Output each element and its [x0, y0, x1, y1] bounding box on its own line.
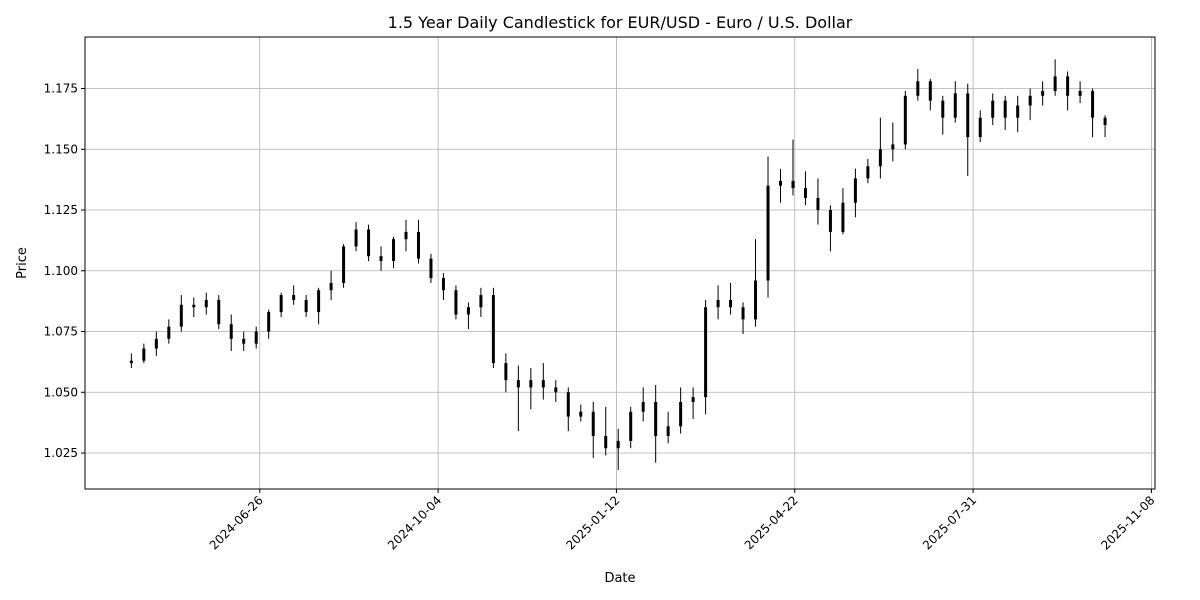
candle-body: [828, 210, 832, 232]
y-tick-label: 1.025: [44, 446, 78, 460]
y-tick-label: 1.050: [44, 385, 78, 399]
candle-body: [367, 229, 371, 257]
x-tick-label: 2025-01-12: [563, 493, 622, 552]
candle-body: [978, 117, 982, 138]
candle-body: [142, 348, 146, 361]
candle-body: [953, 93, 957, 118]
candle-body: [704, 307, 708, 398]
candle-body: [292, 295, 296, 300]
candle-body: [754, 280, 758, 320]
candle-body: [941, 100, 945, 118]
candle-body: [1028, 95, 1032, 106]
candle-body: [654, 402, 658, 437]
candle-body: [716, 299, 720, 308]
x-tick-label: 2025-11-08: [1098, 493, 1157, 552]
candle-body: [691, 397, 695, 403]
x-tick-label: 2024-06-26: [207, 493, 266, 552]
candle-body: [566, 392, 570, 417]
candle-body: [591, 411, 595, 437]
y-tick-label: 1.175: [44, 82, 78, 96]
candle-body: [866, 166, 870, 179]
candle-body: [217, 299, 221, 325]
candle-body: [454, 290, 458, 315]
candle-body: [1103, 117, 1107, 125]
candle-body: [242, 338, 246, 344]
candle-body: [966, 93, 970, 138]
candle-body: [529, 380, 533, 388]
candle-body: [729, 299, 733, 308]
candle-body: [766, 185, 770, 281]
candle-body: [1053, 76, 1057, 91]
y-tick-label: 1.075: [44, 325, 78, 339]
candle-body: [679, 402, 683, 427]
candle-body: [154, 338, 158, 349]
candle-body: [267, 312, 271, 332]
candle-body: [254, 331, 258, 344]
candle-body: [491, 295, 495, 364]
candle-body: [641, 402, 645, 412]
plot-frame: [84, 36, 1156, 490]
candle-body: [167, 326, 171, 339]
x-axis-label: Date: [604, 571, 635, 586]
candle-body: [179, 304, 183, 327]
x-tick-label: 2024-10-04: [385, 493, 444, 552]
candle-body: [192, 304, 196, 308]
candle-body: [1003, 100, 1007, 118]
candle-body: [541, 380, 545, 388]
candle-body: [616, 440, 620, 449]
candle-body: [878, 149, 882, 167]
candle-body: [916, 81, 920, 96]
candle-body: [129, 360, 133, 364]
candle-body: [392, 239, 396, 262]
candle-body: [554, 387, 558, 393]
candle-body: [504, 363, 508, 381]
candle-body: [841, 202, 845, 232]
candle-body: [379, 256, 383, 262]
candle-body: [779, 180, 782, 186]
candle-body: [666, 426, 670, 437]
candle-body: [579, 411, 583, 417]
candle-body: [928, 81, 932, 101]
x-tick-label: 2025-04-22: [742, 493, 801, 552]
candle-body: [354, 229, 358, 247]
candle-body: [429, 258, 433, 279]
candle-body: [516, 380, 520, 388]
candle-body: [803, 188, 807, 198]
candle-body: [342, 246, 346, 283]
y-tick-label: 1.125: [44, 203, 78, 217]
candle-body: [604, 436, 608, 449]
candle-body: [466, 307, 470, 315]
candle-body: [741, 307, 745, 320]
candle-body: [853, 178, 857, 203]
candle-body: [1016, 105, 1020, 118]
candle-body: [279, 295, 283, 313]
candle-body: [404, 231, 408, 240]
candle-body: [1091, 90, 1095, 118]
candle-body: [1041, 90, 1045, 96]
candle-body: [304, 299, 308, 313]
candle-body: [204, 299, 208, 308]
candle-body: [991, 100, 995, 118]
candle-body: [229, 324, 233, 339]
candle-body: [1078, 90, 1082, 96]
candle-body: [629, 411, 633, 441]
candle-body: [317, 290, 321, 313]
candle-body: [329, 282, 333, 291]
candle-body: [1066, 76, 1070, 96]
chart-title: 1.5 Year Daily Candlestick for EUR/USD -…: [388, 13, 853, 32]
candle-body: [816, 197, 820, 211]
candle-body: [479, 295, 483, 308]
candle-body: [791, 180, 795, 189]
candle-body: [441, 278, 445, 291]
y-axis-label: Price: [15, 247, 30, 279]
y-tick-label: 1.100: [44, 264, 78, 278]
candle-body: [903, 95, 907, 145]
y-tick-label: 1.150: [44, 142, 78, 156]
candle-body: [416, 231, 420, 259]
x-tick-label: 2025-07-31: [920, 493, 979, 552]
candle-body: [891, 144, 895, 150]
